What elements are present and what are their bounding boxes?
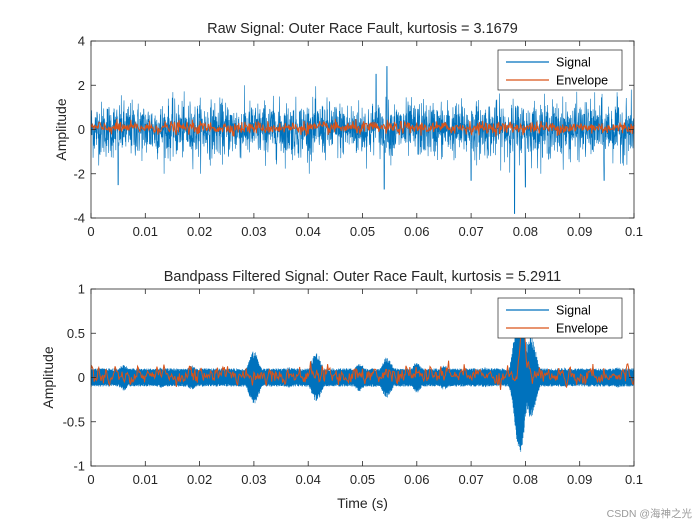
raw-x-tick-label: 0.06 <box>404 224 429 239</box>
filtered-envelope-line <box>90 311 635 390</box>
filtered-y-tick-label: 0.5 <box>67 326 85 341</box>
raw-legend-envelope-label: Envelope <box>556 74 608 88</box>
filtered-x-axis-label: Time (s) <box>337 495 388 511</box>
raw-y-tick-label: 0 <box>78 122 85 137</box>
filtered-x-tick-label: 0.09 <box>567 472 592 487</box>
watermark-text: CSDN @海神之光 <box>607 507 693 520</box>
raw-y-tick-label: 2 <box>78 78 85 93</box>
filtered-x-tick-label: 0 <box>87 472 94 487</box>
raw-signal-series <box>90 66 635 214</box>
filtered-x-tick-label: 0.06 <box>404 472 429 487</box>
filtered-x-tick-label: 0.03 <box>241 472 266 487</box>
raw-x-tick-label: 0.01 <box>133 224 158 239</box>
filtered-y-axis-label: Amplitude <box>40 346 56 408</box>
raw-x-tick-label: 0.08 <box>513 224 538 239</box>
raw-x-tick-label: 0.1 <box>625 224 643 239</box>
filtered-y-tick-label: 0 <box>78 370 85 385</box>
raw-envelope-series <box>90 118 635 137</box>
raw-envelope-line <box>90 118 635 137</box>
filtered-y-tick-label: -0.5 <box>63 414 85 429</box>
filtered-x-tick-label: 0.08 <box>513 472 538 487</box>
filtered-chart-title: Bandpass Filtered Signal: Outer Race Fau… <box>164 269 561 285</box>
raw-x-tick-label: 0.05 <box>350 224 375 239</box>
filtered-legend-envelope-label: Envelope <box>556 322 608 336</box>
raw-x-tick-label: 0.09 <box>567 224 592 239</box>
raw-signal-subplot: 0 0.01 0.02 0.03 0.04 0.05 0.06 0.07 0.08 0.09 0.1… <box>53 21 643 239</box>
filtered-ticks: 0 0.01 0.02 0.03 0.04 0.05 0.06 0.07 0.08 0.09 0.1… <box>63 282 643 488</box>
filtered-x-tick-label: 0.05 <box>350 472 375 487</box>
raw-x-tick-label: 0.04 <box>296 224 321 239</box>
filtered-x-tick-label: 0.02 <box>187 472 212 487</box>
raw-legend-signal-label: Signal <box>556 56 591 70</box>
raw-y-tick-label: 4 <box>78 34 85 49</box>
filtered-x-tick-label: 0.1 <box>625 472 643 487</box>
raw-x-tick-label: 0.02 <box>187 224 212 239</box>
filtered-signal-subplot: 0 0.01 0.02 0.03 0.04 0.05 0.06 0.07 0.08 0.09 0.1… <box>40 269 643 511</box>
raw-y-tick-label: -2 <box>73 166 85 181</box>
raw-y-tick-label: -4 <box>73 211 85 226</box>
raw-x-tick-label: 0.07 <box>458 224 483 239</box>
filtered-legend-signal-label: Signal <box>556 304 591 318</box>
filtered-legend-box <box>497 297 623 339</box>
raw-signal-line <box>90 66 635 214</box>
filtered-legend: Signal Envelope <box>497 297 623 339</box>
raw-chart-title: Raw Signal: Outer Race Fault, kurtosis =… <box>207 21 518 37</box>
filtered-envelope-series <box>90 311 635 390</box>
raw-legend-box <box>497 49 623 91</box>
raw-legend: Signal Envelope <box>497 49 623 91</box>
raw-y-axis-label: Amplitude <box>53 98 69 160</box>
filtered-y-tick-label: -1 <box>73 459 85 474</box>
filtered-y-tick-label: 1 <box>78 282 85 297</box>
raw-ticks: 0 0.01 0.02 0.03 0.04 0.05 0.06 0.07 0.08 0.09 0.1… <box>73 34 643 240</box>
raw-x-tick-label: 0 <box>87 224 94 239</box>
filtered-x-tick-label: 0.04 <box>296 472 321 487</box>
filtered-x-tick-label: 0.01 <box>133 472 158 487</box>
filtered-x-tick-label: 0.07 <box>458 472 483 487</box>
raw-x-tick-label: 0.03 <box>241 224 266 239</box>
